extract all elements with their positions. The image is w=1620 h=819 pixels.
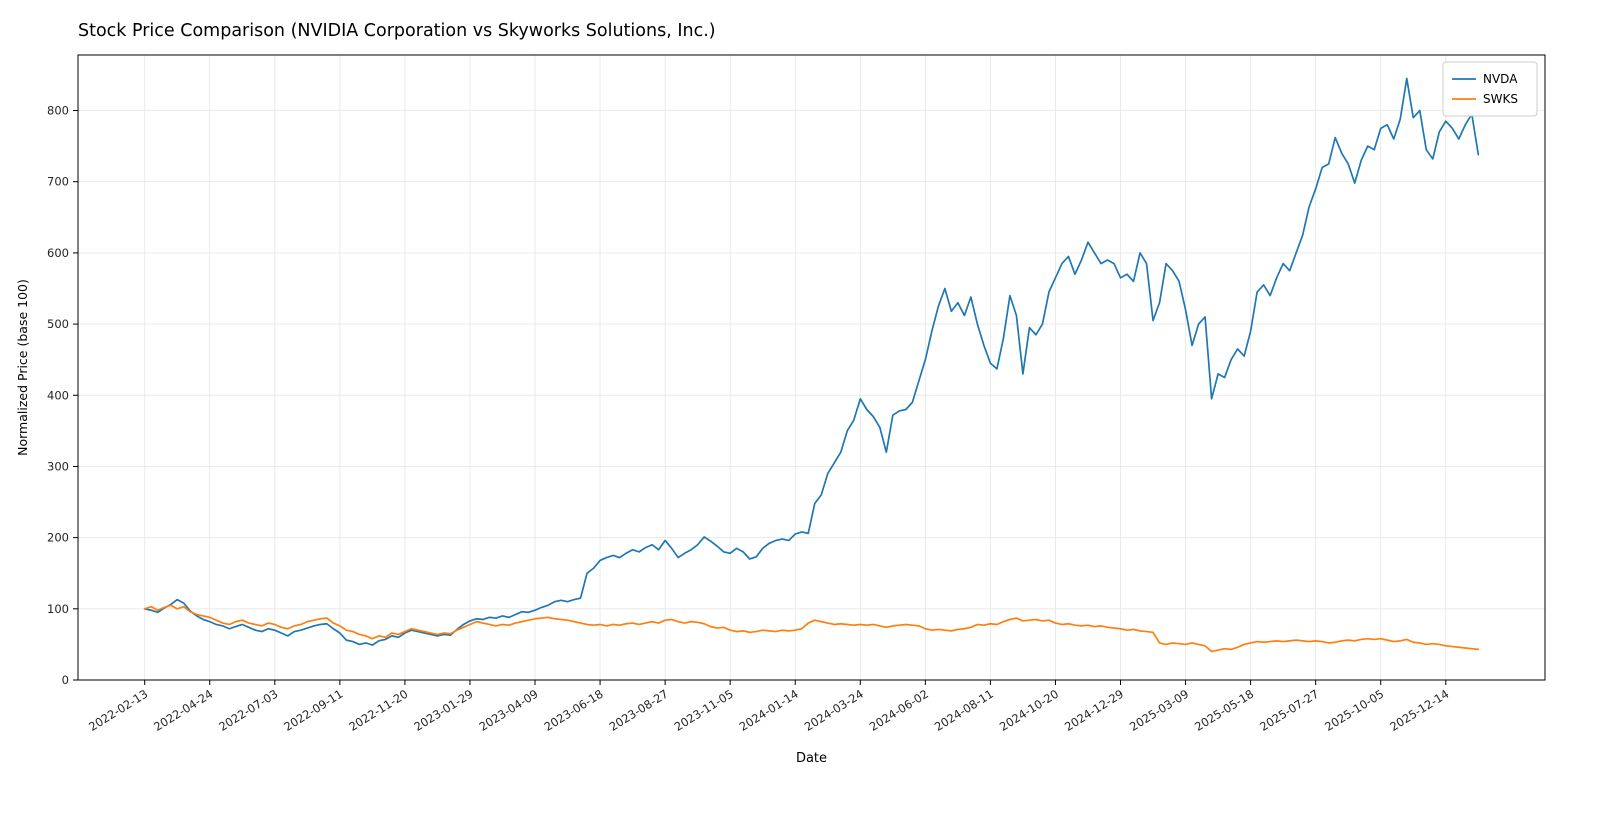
svg-text:500: 500 — [47, 317, 69, 331]
y-axis-ticks: 0 100 200 300 400 500 600 700 800 — [47, 104, 78, 687]
legend-label-swks: SWKS — [1483, 92, 1518, 106]
x-axis-label: Date — [796, 751, 827, 766]
plot-frame — [77, 54, 1546, 681]
svg-text:400: 400 — [47, 388, 69, 402]
series-line-nvda — [143, 77, 1480, 646]
svg-text:600: 600 — [47, 246, 69, 260]
legend: NVDA SWKS — [1442, 61, 1538, 117]
svg-text:300: 300 — [47, 459, 69, 473]
svg-text:700: 700 — [47, 175, 69, 189]
chart-title: Stock Price Comparison (NVIDIA Corporati… — [78, 21, 716, 41]
svg-text:0: 0 — [62, 673, 69, 687]
y-axis-label: Normalized Price (base 100) — [15, 279, 30, 456]
grid-lines — [78, 55, 1545, 681]
legend-label-nvda: NVDA — [1483, 72, 1518, 86]
svg-text:800: 800 — [47, 104, 69, 118]
series-line-swks — [143, 604, 1480, 653]
svg-text:200: 200 — [47, 531, 69, 545]
svg-text:100: 100 — [47, 602, 69, 616]
